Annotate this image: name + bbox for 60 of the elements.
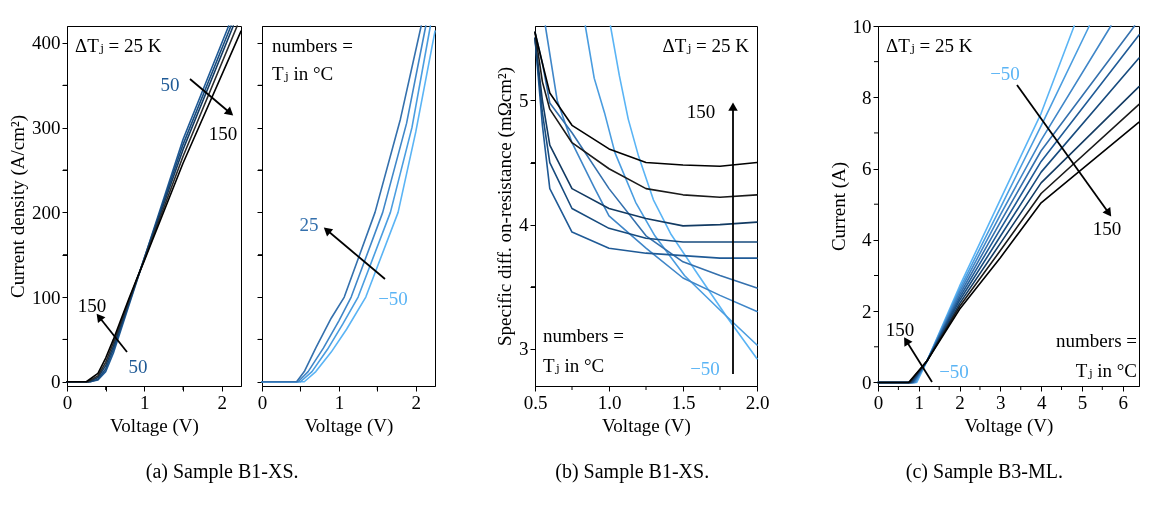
x-tick-label: 2 — [217, 391, 227, 413]
annotation: 150 — [77, 295, 107, 316]
y-tick-label: 4 — [862, 229, 872, 251]
text: (c) Sample B3-ML. — [905, 459, 1063, 483]
y-tick-label: 8 — [862, 86, 872, 108]
annotation: 50 — [160, 74, 180, 95]
annotation: numbers = — [543, 325, 624, 346]
x-axis-title: Voltage (V) — [964, 414, 1054, 437]
y-tick-label: 200 — [32, 201, 61, 223]
y-tick-label: 5 — [519, 89, 529, 111]
x-tick-label: 2 — [411, 391, 422, 413]
x-tick-label: 1 — [140, 391, 150, 413]
annotation: 150 — [208, 123, 238, 144]
annotation: 150 — [686, 101, 716, 122]
x-tick-label: 0.5 — [523, 391, 548, 413]
annotation: Tⱼ in °C — [1075, 360, 1137, 381]
annotation: −50 — [378, 288, 408, 309]
annotation: 50 — [128, 356, 148, 377]
annotation: numbers = — [272, 35, 353, 56]
text: (b) Sample B1-XS. — [555, 459, 710, 483]
x-tick-label: 0 — [257, 391, 268, 413]
y-tick-label: 2 — [862, 300, 872, 322]
x-tick-label: 1.5 — [671, 391, 696, 413]
annotation: −50 — [690, 358, 720, 379]
text: (a) Sample B1-XS. — [145, 459, 299, 483]
x-tick-label: 4 — [1036, 391, 1047, 413]
annotation: Tⱼ in °C — [272, 63, 334, 84]
annotation: 150 — [885, 319, 915, 340]
annotation: 150 — [1092, 218, 1122, 239]
y-tick-label: 400 — [32, 32, 61, 54]
annotation: ΔTⱼ = 25 K — [75, 35, 162, 56]
annotation: −50 — [939, 361, 969, 382]
y-axis-title: Current density (A/cm²) — [7, 115, 29, 298]
y-tick-label: 6 — [862, 158, 872, 180]
x-tick-label: 5 — [1077, 391, 1088, 413]
x-tick-label: 1 — [334, 391, 345, 413]
x-tick-label: 2 — [955, 391, 965, 413]
x-axis-title: Voltage (V) — [110, 414, 199, 437]
annotation: Tⱼ in °C — [543, 355, 605, 376]
x-tick-label: 6 — [1118, 391, 1128, 413]
y-tick-label: 10 — [852, 15, 872, 37]
y-tick-label: 300 — [32, 117, 61, 139]
y-tick-label: 3 — [519, 338, 529, 360]
y-tick-label: 0 — [51, 371, 61, 393]
annotation: −50 — [990, 63, 1020, 84]
x-tick-label: 3 — [996, 391, 1006, 413]
y-axis-title: Specific diff. on-resistance (mΩcm²) — [494, 66, 516, 347]
annotation: 25 — [299, 214, 319, 235]
y-tick-label: 0 — [862, 371, 872, 393]
x-tick-label: 2.0 — [745, 391, 770, 413]
y-tick-label: 100 — [32, 286, 61, 308]
annotation: ΔTⱼ = 25 K — [886, 35, 973, 56]
annotation: ΔTⱼ = 25 K — [662, 35, 750, 56]
x-tick-label: 1.0 — [597, 391, 622, 413]
x-axis-title: Voltage (V) — [602, 414, 691, 437]
x-axis-title: Voltage (V) — [304, 414, 394, 437]
y-tick-label: 4 — [519, 214, 529, 236]
y-axis-title: Current (A) — [827, 161, 850, 252]
x-tick-label: 1 — [914, 391, 925, 413]
annotation: numbers = — [1056, 330, 1137, 351]
